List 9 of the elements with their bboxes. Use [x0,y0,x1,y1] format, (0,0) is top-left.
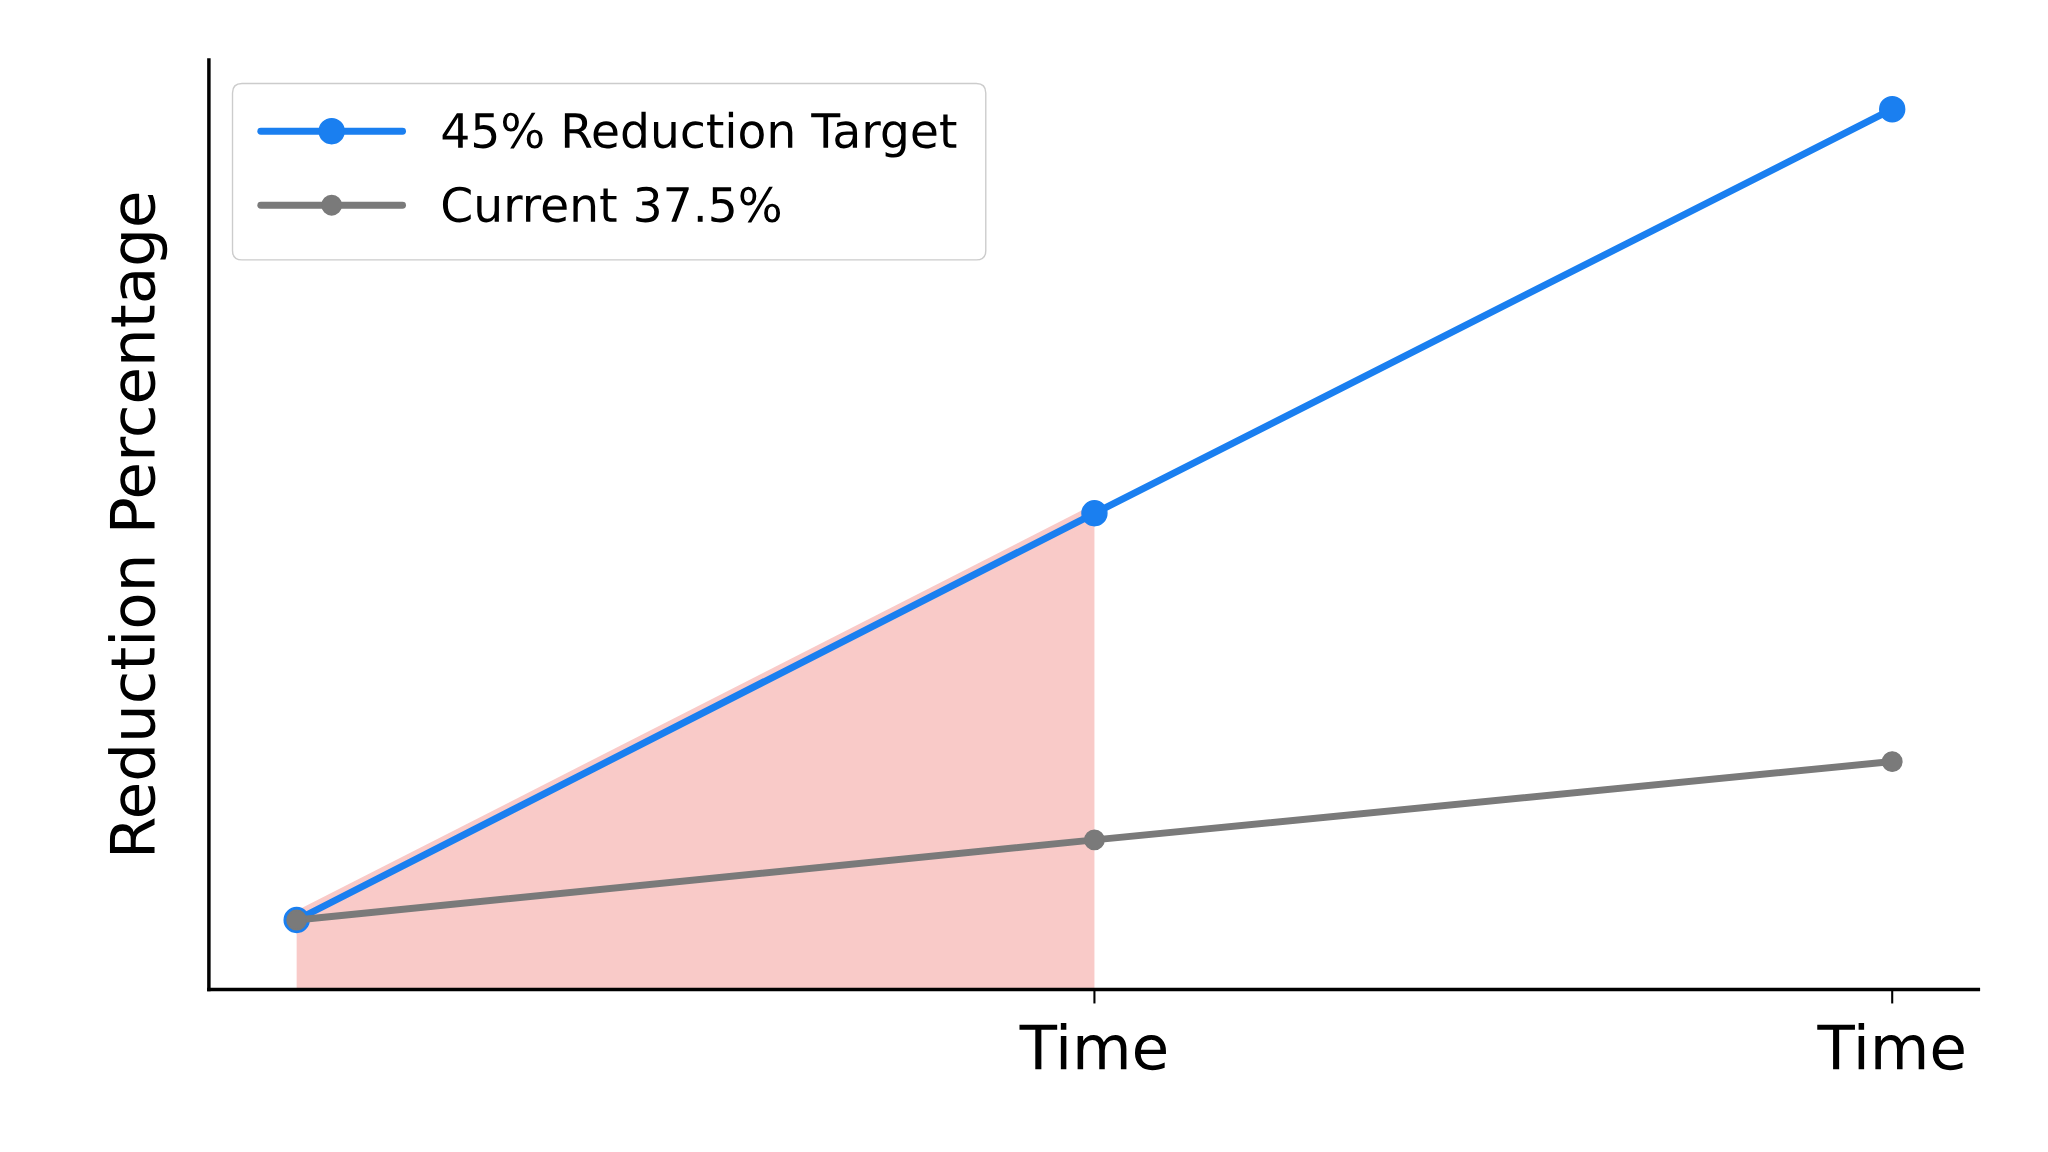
legend-label: Current 37.5% [442,186,781,223]
point [1081,500,1108,527]
x-tick-label: Time [1019,1022,1166,1071]
x-tick-label: Time [1817,1022,1964,1071]
point [1084,829,1105,851]
point [1881,751,1903,772]
legend-label: 45% Reduction Target [442,111,957,158]
y-axis-title: Reduction Percentage [108,193,168,854]
point [1879,96,1906,123]
